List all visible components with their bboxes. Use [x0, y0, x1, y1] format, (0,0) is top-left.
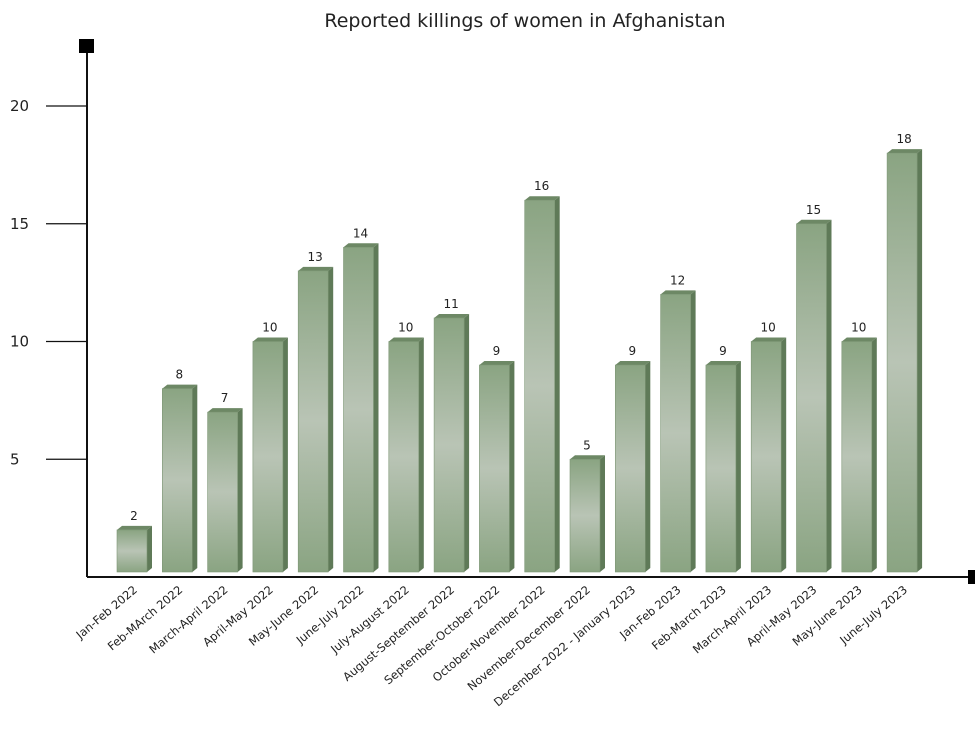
bar-top [660, 290, 696, 295]
bar [162, 388, 193, 573]
bar [479, 364, 510, 573]
x-tick-label: July-August 2022 [327, 583, 411, 657]
bar [705, 364, 737, 573]
bar [569, 458, 601, 573]
bar-top [162, 384, 198, 389]
bar-side [826, 219, 832, 572]
bar-top [434, 313, 470, 318]
bar-value-label: 15 [806, 203, 821, 217]
bar [252, 341, 284, 573]
bar-value-label: 16 [534, 179, 549, 193]
bar [796, 223, 827, 573]
bar-value-label: 8 [175, 368, 183, 382]
bar-value-label: 10 [398, 321, 413, 335]
bar-side [192, 384, 198, 572]
x-axis-end-marker [968, 570, 975, 584]
bar-side [147, 525, 152, 572]
bar-top [252, 337, 288, 342]
bar-side [554, 196, 560, 572]
bar [524, 199, 556, 573]
bar-top [524, 196, 560, 201]
bar-side [781, 337, 787, 572]
y-tick-label: 10 [10, 333, 29, 351]
bar-side [464, 313, 470, 572]
bar-side [237, 408, 243, 572]
bar-side [735, 361, 741, 572]
bar [886, 152, 918, 573]
bar [433, 317, 465, 573]
y-tick-label: 15 [10, 215, 29, 233]
bar-value-label: 10 [262, 321, 277, 335]
bar-top [117, 525, 152, 530]
bar-value-label: 10 [761, 321, 776, 335]
bar [841, 341, 873, 573]
bar-value-label: 5 [583, 438, 591, 452]
bar-side [645, 361, 651, 572]
bar-top [887, 149, 923, 154]
bar-value-label: 2 [130, 509, 138, 523]
bar-value-label: 9 [719, 344, 727, 358]
bar-top [796, 219, 832, 224]
y-axis-end-marker [79, 39, 94, 53]
bar [750, 341, 782, 573]
x-tick-label: March-April 2022 [146, 583, 230, 657]
bar-top [751, 337, 787, 342]
bar-side [690, 290, 696, 572]
bar-value-label: 18 [896, 132, 911, 146]
bar-value-label: 10 [851, 321, 866, 335]
bar-top [207, 408, 243, 413]
bar-top [298, 266, 334, 271]
bar-value-label: 12 [670, 273, 685, 287]
bar [207, 411, 238, 573]
bar [660, 294, 691, 573]
y-tick-label: 20 [10, 97, 29, 115]
bar-value-label: 11 [443, 297, 458, 311]
bar [343, 247, 374, 573]
bar-value-label: 9 [628, 344, 636, 358]
bar-side [917, 149, 923, 572]
y-tick-label: 5 [10, 450, 20, 468]
bar-side [328, 266, 334, 572]
bar [388, 341, 420, 573]
bar-value-label: 14 [353, 226, 368, 240]
bar-side [509, 361, 515, 572]
bar-top [705, 361, 741, 366]
bar-value-label: 13 [308, 250, 323, 264]
bar-side [373, 243, 379, 573]
bar-value-label: 7 [221, 391, 229, 405]
bar-top [615, 361, 651, 366]
x-tick-label: March-April 2023 [690, 583, 774, 657]
bar [614, 364, 646, 573]
bar [116, 529, 148, 573]
bar-value-label: 9 [493, 344, 501, 358]
bar-top [570, 455, 605, 460]
bar-side [871, 337, 877, 572]
chart-title: Reported killings of women in Afghanista… [324, 10, 726, 32]
bar-top [479, 361, 515, 366]
bar [297, 270, 329, 573]
bar-side [282, 337, 288, 572]
bar-side [600, 455, 605, 572]
bar-top [841, 337, 877, 342]
bar-top [388, 337, 424, 342]
bar-top [343, 243, 379, 248]
bar-side [418, 337, 424, 572]
